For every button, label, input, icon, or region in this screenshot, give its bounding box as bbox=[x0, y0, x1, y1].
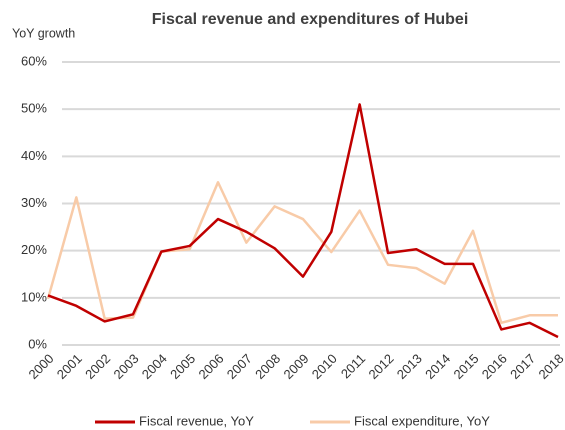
x-tick-label: 2003 bbox=[110, 351, 141, 382]
x-tick-label: 2005 bbox=[167, 351, 198, 382]
x-tick-label: 2014 bbox=[422, 351, 453, 382]
x-tick-label: 2004 bbox=[139, 351, 170, 382]
x-tick-label: 2016 bbox=[479, 351, 510, 382]
x-tick-label: 2017 bbox=[507, 351, 538, 382]
legend-label: Fiscal expenditure, YoY bbox=[354, 413, 490, 428]
y-tick-label: 10% bbox=[21, 289, 47, 304]
y-axis-label: YoY growth bbox=[12, 26, 75, 40]
x-tick-label: 2001 bbox=[54, 351, 85, 382]
y-tick-label: 30% bbox=[21, 195, 47, 210]
chart-title: Fiscal revenue and expenditures of Hubei bbox=[152, 11, 469, 28]
x-tick-label: 2007 bbox=[224, 351, 255, 382]
x-tick-label: 2018 bbox=[535, 351, 565, 382]
legend-label: Fiscal revenue, YoY bbox=[139, 413, 254, 428]
y-tick-label: 0% bbox=[28, 336, 47, 351]
x-tick-label: 2002 bbox=[82, 351, 113, 382]
x-tick-label: 2008 bbox=[252, 351, 283, 382]
x-tick-label: 2000 bbox=[25, 351, 56, 382]
x-tick-label: 2006 bbox=[195, 351, 226, 382]
x-tick-label: 2012 bbox=[365, 351, 396, 382]
x-tick-label: 2011 bbox=[338, 351, 368, 381]
x-tick-label: 2015 bbox=[450, 351, 481, 382]
x-tick-label: 2009 bbox=[280, 351, 311, 382]
x-tick-label: 2013 bbox=[394, 351, 425, 382]
x-tick-label: 2010 bbox=[309, 351, 340, 382]
y-tick-label: 50% bbox=[21, 101, 47, 116]
y-tick-label: 40% bbox=[21, 148, 47, 163]
y-tick-label: 60% bbox=[21, 53, 47, 68]
line bbox=[47, 103, 559, 339]
line bbox=[46, 181, 558, 325]
y-tick-label: 20% bbox=[21, 242, 47, 257]
